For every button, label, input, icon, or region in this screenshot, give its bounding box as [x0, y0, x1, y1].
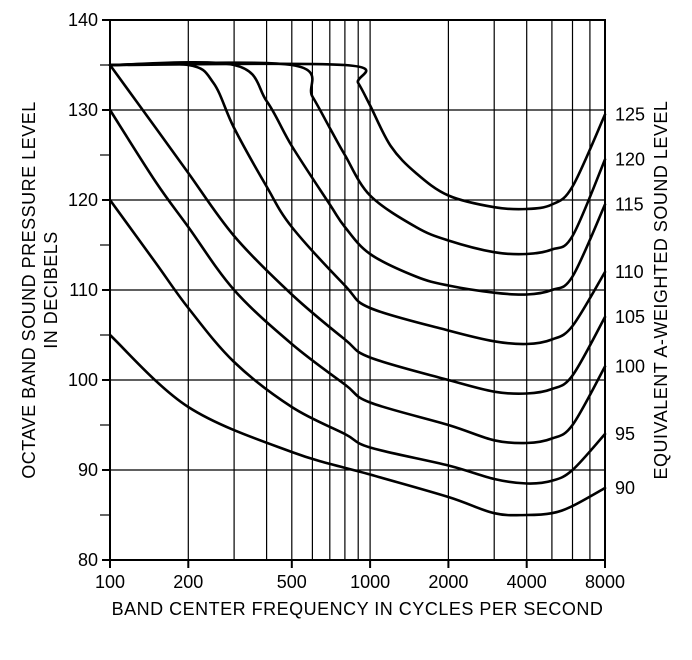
x-tick-label: 4000: [507, 572, 547, 592]
x-tick-label: 8000: [585, 572, 625, 592]
y-right-label: 90: [615, 478, 635, 498]
y-left-title: OCTAVE BAND SOUND PRESSURE LEVEL: [19, 101, 39, 478]
y-tick-label: 120: [68, 190, 98, 210]
x-tick-label: 2000: [428, 572, 468, 592]
y-right-label: 110: [615, 262, 644, 282]
x-tick-label: 100: [95, 572, 125, 592]
x-tick-label: 500: [277, 572, 307, 592]
y-right-label: 105: [615, 307, 645, 327]
octave-band-chart: 80 90 100 110 120 130 140 100 200 500 1000 2000 4000…: [0, 0, 692, 660]
y-tick-label: 140: [68, 10, 98, 30]
y-right-label: 95: [615, 424, 635, 444]
x-tick-label: 200: [173, 572, 203, 592]
y-tick-label: 110: [69, 280, 98, 300]
y-tick-label: 80: [78, 550, 98, 570]
y-right-title: EQUIVALENT A-WEIGHTED SOUND LEVEL: [651, 101, 671, 480]
y-right-label: 120: [615, 150, 645, 170]
y-right-label: 100: [615, 357, 645, 377]
y-left-title: IN DECIBELS: [41, 231, 61, 349]
y-right-label: 115: [615, 195, 644, 215]
x-tick-label: 1000: [350, 572, 390, 592]
x-title: BAND CENTER FREQUENCY IN CYCLES PER SECO…: [112, 599, 604, 619]
y-tick-label: 90: [78, 460, 98, 480]
y-right-label: 125: [615, 105, 645, 125]
y-tick-label: 100: [68, 370, 98, 390]
y-tick-label: 130: [68, 100, 98, 120]
